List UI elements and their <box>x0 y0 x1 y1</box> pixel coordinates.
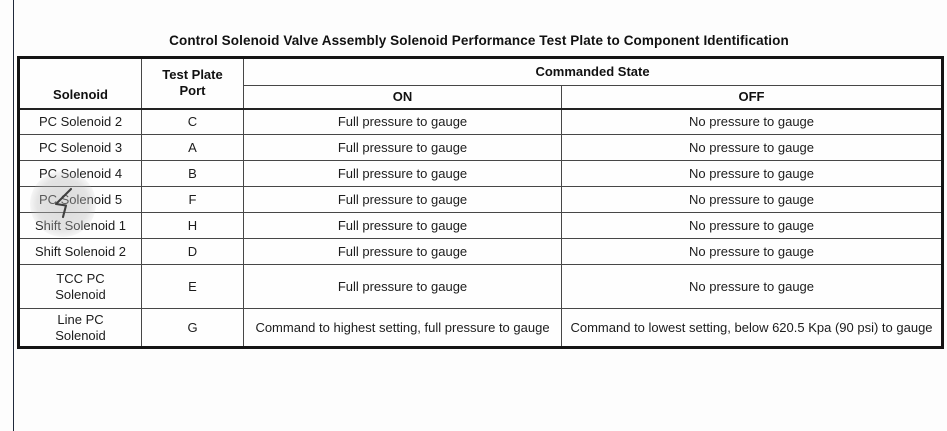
cell-on-state: Full pressure to gauge <box>243 107 562 135</box>
table-row-shift-solenoid-1: Shift Solenoid 1 H Full pressure to gaug… <box>18 212 944 239</box>
cell-off-state: Command to lowest setting, below 620.5 K… <box>560 308 944 348</box>
cell-port: E <box>141 264 244 309</box>
cell-on-state: Full pressure to gauge <box>243 212 562 239</box>
table-row-pc-solenoid-5: PC Solenoid 5 F Full pressure to gauge N… <box>18 186 944 213</box>
header-solenoid: Solenoid <box>18 57 142 109</box>
cell-solenoid: PC Solenoid 2 <box>18 107 142 135</box>
cell-solenoid: Line PC Solenoid <box>18 308 142 348</box>
table-row-tcc-pc-solenoid: TCC PC Solenoid E Full pressure to gauge… <box>18 264 944 309</box>
table-row-pc-solenoid-4: PC Solenoid 4 B Full pressure to gauge N… <box>18 160 944 187</box>
cell-off-state: No pressure to gauge <box>560 186 944 213</box>
header-row-top: Solenoid Test Plate Port Commanded State <box>18 57 944 109</box>
cell-port: D <box>141 238 244 265</box>
cell-off-state: No pressure to gauge <box>560 264 944 309</box>
cell-port: H <box>141 212 244 239</box>
cell-solenoid: PC Solenoid 3 <box>18 134 142 161</box>
cell-solenoid: Shift Solenoid 2 <box>18 238 142 265</box>
solenoid-test-table: Solenoid Test Plate Port Commanded State… <box>17 56 945 349</box>
cell-off-state: No pressure to gauge <box>560 238 944 265</box>
table-row-pc-solenoid-2: PC Solenoid 2 C Full pressure to gauge N… <box>18 107 944 135</box>
cell-solenoid: PC Solenoid 4 <box>18 160 142 187</box>
cell-solenoid: TCC PC Solenoid <box>18 264 142 309</box>
cell-port: F <box>141 186 244 213</box>
header-commanded-state: Commanded State <box>242 57 944 86</box>
cell-off-state: No pressure to gauge <box>560 160 944 187</box>
cell-off-state: No pressure to gauge <box>560 107 944 135</box>
cell-port: G <box>141 308 244 348</box>
cell-off-state: No pressure to gauge <box>560 212 944 239</box>
cell-on-state: Full pressure to gauge <box>243 264 562 309</box>
cell-on-state: Full pressure to gauge <box>243 238 562 265</box>
page-title: Control Solenoid Valve Assembly Solenoid… <box>169 33 789 48</box>
cell-solenoid: PC Solenoid 5 <box>18 186 142 213</box>
cell-on-state: Full pressure to gauge <box>243 160 562 187</box>
header-on: ON <box>243 85 562 109</box>
cell-port: A <box>141 134 244 161</box>
table-row-line-pc-solenoid: Line PC Solenoid G Command to highest se… <box>18 308 944 348</box>
table-row-pc-solenoid-3: PC Solenoid 3 A Full pressure to gauge N… <box>18 134 944 161</box>
cell-solenoid-label: TCC PC Solenoid <box>55 270 106 302</box>
cell-on-state: Full pressure to gauge <box>243 134 562 161</box>
cell-on-state: Command to highest setting, full pressur… <box>243 308 562 348</box>
header-test-plate-port: Test Plate Port <box>141 57 244 109</box>
cell-port: B <box>141 160 244 187</box>
header-row-states: ON OFF <box>19 85 944 109</box>
cell-solenoid-label: Line PC Solenoid <box>55 311 106 343</box>
cell-off-state: No pressure to gauge <box>560 134 944 161</box>
window-edge-bar <box>0 0 14 431</box>
header-test-plate-port-label: Test Plate Port <box>162 67 223 99</box>
cell-port: C <box>141 107 244 135</box>
table-row-shift-solenoid-2: Shift Solenoid 2 D Full pressure to gaug… <box>18 238 944 265</box>
header-off: OFF <box>560 85 944 109</box>
cell-on-state: Full pressure to gauge <box>243 186 562 213</box>
cell-solenoid: Shift Solenoid 1 <box>18 212 142 239</box>
